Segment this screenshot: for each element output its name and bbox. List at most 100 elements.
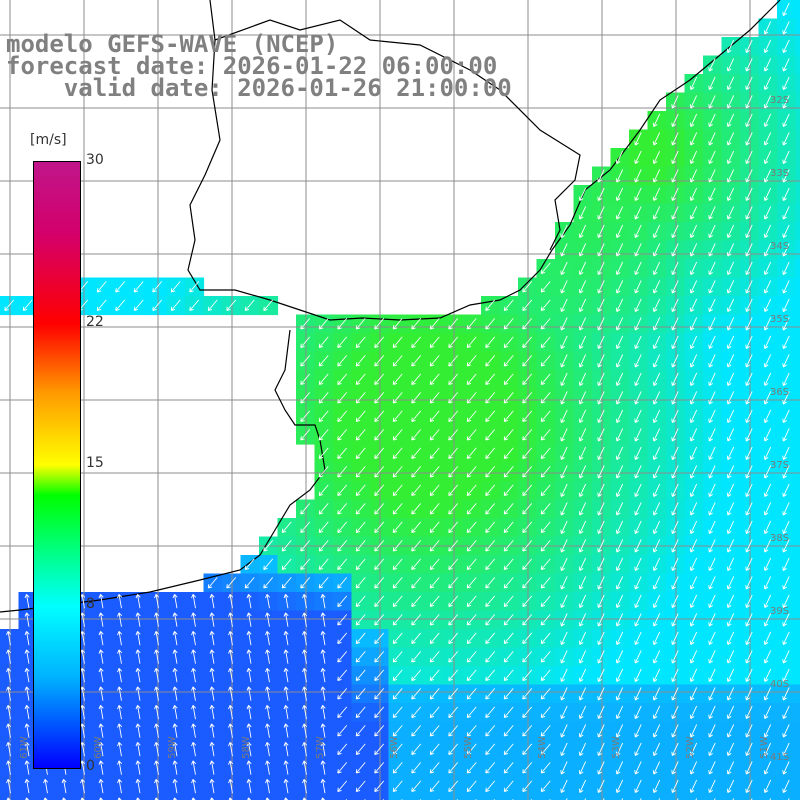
wind-vector-arrow (448, 706, 459, 719)
wind-vector-arrow (652, 483, 661, 497)
wind-vector-arrow (689, 724, 698, 738)
wind-vector-arrow (560, 742, 568, 756)
wind-vector-arrow (745, 465, 753, 479)
wind-speed-cell (795, 129, 800, 149)
wind-vector-arrow (745, 520, 753, 534)
wind-vector-arrow (154, 631, 160, 646)
wind-vector-arrow (485, 558, 496, 571)
wind-vector-arrow (411, 595, 422, 608)
wind-vector-arrow (615, 261, 624, 275)
wind-vector-arrow (708, 742, 716, 756)
wind-vector-arrow (318, 447, 329, 460)
wind-vector-arrow (763, 187, 772, 201)
wind-vector-arrow (540, 762, 551, 774)
wind-vector-arrow (578, 224, 587, 238)
wind-vector-arrow (634, 779, 642, 793)
wind-vector-arrow (300, 336, 311, 349)
wind-vector-arrow (671, 539, 679, 553)
wind-speed-cell (166, 795, 186, 800)
wind-vector-arrow (337, 577, 348, 589)
wind-vector-arrow (578, 631, 587, 645)
wind-vector-arrow (671, 409, 679, 423)
wind-vector-arrow (503, 373, 514, 386)
wind-vector-arrow (671, 150, 679, 164)
wind-speed-cell (721, 795, 741, 800)
wind-vector-arrow (24, 612, 30, 627)
wind-vector-arrow (578, 280, 587, 294)
wind-vector-arrow (228, 779, 234, 794)
wind-vector-arrow (726, 761, 735, 775)
wind-vector-arrow (318, 484, 329, 497)
wind-vector-arrow (411, 706, 422, 719)
wind-vector-arrow (615, 520, 624, 534)
wind-vector-arrow (634, 335, 642, 349)
wind-vector-arrow (228, 612, 234, 627)
wind-vector-arrow (597, 539, 605, 553)
wind-vector-arrow (708, 576, 716, 590)
wind-vector-arrow (671, 557, 679, 571)
wind-vector-arrow (560, 465, 568, 479)
wind-vector-arrow (448, 336, 459, 349)
wind-vector-arrow (708, 113, 716, 127)
wind-vector-arrow (320, 612, 326, 627)
wind-vector-arrow (355, 558, 366, 571)
wind-vector-arrow (265, 686, 271, 701)
wind-vector-arrow (634, 132, 642, 146)
wind-vector-arrow (429, 355, 440, 367)
wind-vector-arrow (302, 631, 308, 646)
coastline (0, 0, 781, 613)
wind-vector-arrow (578, 446, 587, 460)
wind-vector-arrow (671, 742, 679, 756)
wind-vector-arrow (540, 651, 551, 663)
wind-vector-arrow (191, 723, 197, 738)
wind-vector-arrow (355, 706, 366, 719)
wind-vector-arrow (689, 761, 698, 775)
wind-vector-arrow (540, 632, 551, 645)
wind-vector-arrow (281, 577, 292, 589)
wind-vector-arrow (763, 224, 772, 238)
wind-vector-arrow (708, 261, 716, 275)
wind-vector-arrow (689, 224, 698, 238)
wind-vector-arrow (578, 539, 587, 553)
wind-vector-arrow (24, 723, 30, 738)
wind-vector-arrow (485, 429, 496, 441)
wind-vector-arrow (355, 355, 366, 367)
wind-vector-arrow (634, 613, 642, 627)
wind-vector-arrow (560, 650, 568, 664)
wind-vector-arrow (283, 760, 289, 775)
wind-vector-arrow (133, 281, 144, 293)
wind-vector-arrow (708, 298, 716, 312)
wind-vector-arrow (320, 649, 326, 664)
wind-vector-arrow (652, 335, 661, 349)
wind-speed-cell (795, 462, 800, 482)
wind-vector-arrow (522, 651, 533, 663)
wind-vector-arrow (374, 429, 385, 441)
wind-vector-arrow (503, 392, 514, 404)
wind-vector-arrow (320, 779, 326, 794)
wind-vector-arrow (302, 705, 308, 720)
wind-vector-arrow (782, 372, 790, 386)
wind-vector-arrow (652, 206, 661, 220)
wind-vector-arrow (117, 705, 123, 720)
wind-vector-arrow (209, 760, 215, 775)
wind-vector-arrow (522, 447, 533, 460)
wind-speed-cell (795, 684, 800, 704)
wind-vector-arrow (652, 650, 661, 664)
wind-vector-arrow (189, 299, 200, 312)
wind-vector-arrow (708, 187, 716, 201)
wind-vector-arrow (448, 540, 459, 552)
wind-vector-arrow (374, 392, 385, 404)
wind-vector-arrow (503, 558, 514, 571)
wind-vector-arrow (560, 317, 568, 331)
wind-vector-arrow (708, 58, 716, 72)
wind-vector-arrow (763, 21, 772, 35)
wind-vector-arrow (337, 780, 348, 793)
latitude-label: 41S (770, 752, 790, 763)
wind-vector-arrow (283, 705, 289, 720)
wind-vector-arrow (671, 650, 679, 664)
wind-vector-arrow (191, 649, 197, 664)
wind-vector-arrow (117, 631, 123, 646)
wind-speed-cell (795, 222, 800, 242)
wind-vector-arrow (448, 466, 459, 478)
legend-tick-label: 22 (86, 313, 104, 330)
